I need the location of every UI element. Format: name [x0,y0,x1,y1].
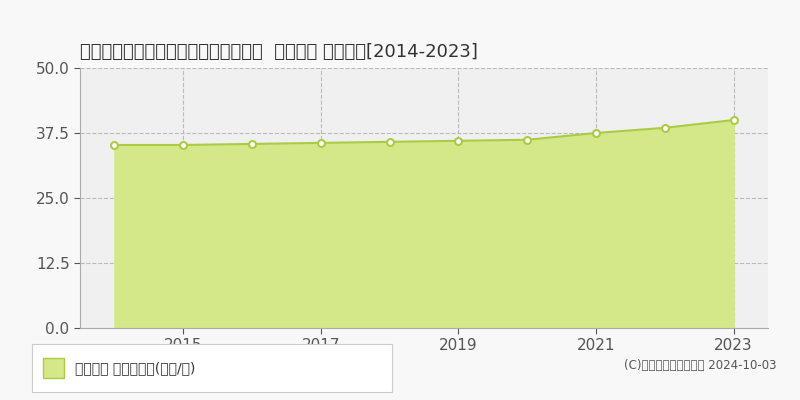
Point [452,138,465,144]
Point [590,130,602,136]
Point [383,139,396,145]
Point [246,141,258,147]
Point [177,142,190,148]
Point [314,140,327,146]
Point [521,136,534,143]
Point [727,117,740,123]
Bar [43,358,64,378]
Point [108,142,121,148]
Text: (C)土地価格ドットコム 2024-10-03: (C)土地価格ドットコム 2024-10-03 [623,359,776,372]
Text: 茨城県つくば市学園南３丁目１９番４  基準地価 地価推移[2014-2023]: 茨城県つくば市学園南３丁目１９番４ 基準地価 地価推移[2014-2023] [80,43,478,61]
Point [658,124,671,131]
Text: 基準地価 平均坪単価(万円/坪): 基準地価 平均坪単価(万円/坪) [75,361,195,375]
